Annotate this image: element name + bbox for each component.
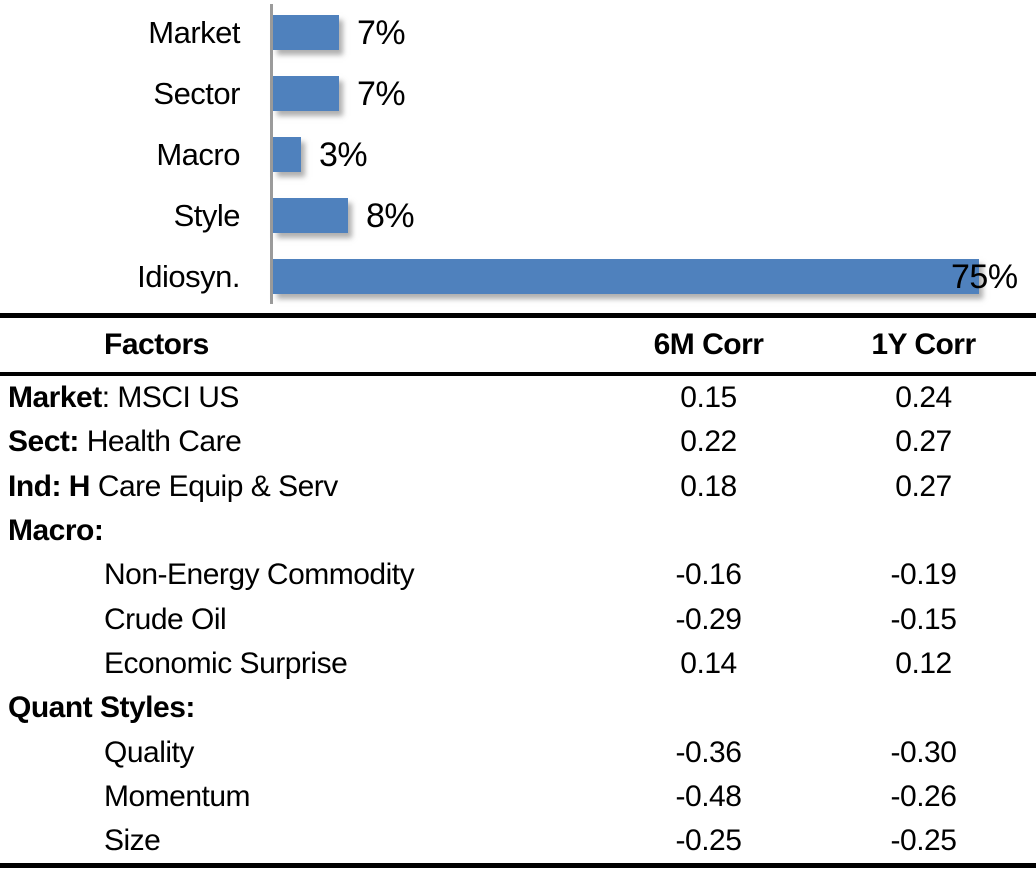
factor-correlation-table: Factors 6M Corr 1Y Corr Market: MSCI US …: [0, 313, 1036, 869]
col-header-factors: Factors: [104, 328, 209, 361]
factor-label-bold: Quant Styles:: [8, 691, 195, 725]
table-row: Economic Surprise 0.14 0.12: [0, 642, 1036, 686]
corr-1y-value: -0.30: [890, 735, 957, 769]
chart-bar: [273, 137, 301, 172]
corr-1y-value: -0.19: [890, 558, 957, 592]
table-row: Sect: Health Care 0.22 0.27: [0, 420, 1036, 464]
chart-bar-area: 7%: [273, 76, 1036, 111]
chart-bar-area: 3%: [273, 137, 1036, 172]
table-row: Quality -0.36 -0.30: [0, 730, 1036, 774]
table-row: Ind: H Care Equip & Serv 0.18 0.27: [0, 465, 1036, 509]
col-header-6m-corr: 6M Corr: [653, 328, 764, 361]
factor-name-cell: Size: [0, 824, 606, 858]
table-row: Macro:: [0, 509, 1036, 553]
table-row: Non-Energy Commodity -0.16 -0.19: [0, 553, 1036, 597]
corr-6m-value: -0.16: [675, 558, 742, 592]
factor-label: Economic Surprise: [104, 646, 348, 680]
factor-label: : MSCI US: [101, 381, 240, 415]
chart-rows: Market 7% Sector 7% Macro 3% Style 8% Id…: [0, 2, 1036, 307]
chart-bar-area: 7%: [273, 15, 1036, 50]
chart-y-axis: [270, 4, 273, 304]
table-row: Crude Oil -0.29 -0.15: [0, 597, 1036, 641]
factor-label: Size: [104, 824, 161, 858]
corr-1y-value: 0.27: [895, 425, 952, 459]
chart-row: Macro 3%: [0, 124, 1036, 185]
factor-name-cell: Momentum: [0, 780, 606, 814]
risk-contribution-bar-chart: Market 7% Sector 7% Macro 3% Style 8% Id…: [0, 0, 1036, 313]
chart-bar: [273, 198, 348, 233]
factor-name-cell: Market: MSCI US: [0, 381, 606, 415]
chart-bar-area: 8%: [273, 198, 1036, 233]
chart-category-label: Style: [173, 198, 241, 233]
chart-row: Idiosyn. 75%: [0, 246, 1036, 307]
corr-6m-value: 0.14: [680, 646, 737, 680]
corr-6m-value: -0.36: [675, 735, 742, 769]
table-header-row: Factors 6M Corr 1Y Corr: [0, 318, 1036, 376]
chart-row: Market 7%: [0, 2, 1036, 63]
corr-6m-value: -0.25: [675, 824, 742, 858]
corr-6m-value: -0.48: [675, 779, 742, 813]
corr-1y-value: 0.24: [895, 381, 952, 415]
factor-name-cell: Economic Surprise: [0, 647, 606, 681]
chart-row: Style 8%: [0, 185, 1036, 246]
factor-label: Non-Energy Commodity: [104, 558, 415, 592]
factor-label: Momentum: [104, 779, 251, 813]
factor-label: Quality: [104, 735, 194, 769]
chart-bar: [273, 76, 339, 111]
corr-6m-value: 0.18: [680, 469, 737, 503]
chart-value-label: 3%: [319, 135, 368, 174]
factor-label-bold: Macro:: [8, 514, 104, 548]
factor-name-cell: Quality: [0, 736, 606, 770]
factor-name-cell: Crude Oil: [0, 603, 606, 637]
chart-row: Sector 7%: [0, 63, 1036, 124]
factor-name-cell: Sect: Health Care: [0, 425, 606, 459]
chart-category-label: Sector: [153, 76, 240, 111]
chart-value-label: 7%: [357, 74, 406, 113]
chart-bar: [273, 15, 339, 50]
chart-category-label: Idiosyn.: [137, 259, 240, 294]
col-header-1y-corr: 1Y Corr: [871, 328, 976, 361]
factor-label: Care Equip & Serv: [89, 469, 338, 503]
table-body: Market: MSCI US 0.15 0.24 Sect: Health C…: [0, 376, 1036, 863]
chart-bar: [273, 259, 979, 294]
factor-label-bold: Sect:: [8, 425, 79, 459]
factor-label: Crude Oil: [104, 602, 227, 636]
chart-value-label: 8%: [366, 196, 415, 235]
corr-6m-value: 0.15: [680, 381, 737, 415]
chart-category-label: Macro: [156, 137, 240, 172]
factor-name-cell: Quant Styles:: [0, 691, 606, 725]
table-row: Quant Styles:: [0, 686, 1036, 730]
factor-name-cell: Macro:: [0, 514, 606, 548]
factor-label-bold: Market: [8, 381, 102, 415]
corr-1y-value: -0.25: [890, 824, 957, 858]
table-row: Size -0.25 -0.25: [0, 819, 1036, 863]
table-row: Momentum -0.48 -0.26: [0, 775, 1036, 819]
corr-1y-value: -0.26: [890, 779, 957, 813]
table-row: Market: MSCI US 0.15 0.24: [0, 376, 1036, 420]
chart-value-label: 7%: [357, 13, 406, 52]
corr-1y-value: 0.27: [895, 469, 952, 503]
factor-label-bold: Ind: H: [8, 469, 90, 503]
chart-category-label: Market: [148, 15, 240, 50]
chart-value-label: 75%: [951, 257, 1018, 296]
corr-1y-value: -0.15: [890, 602, 957, 636]
corr-1y-value: 0.12: [895, 646, 952, 680]
factor-label: Health Care: [78, 425, 242, 459]
corr-6m-value: -0.29: [675, 602, 742, 636]
factor-name-cell: Non-Energy Commodity: [0, 558, 606, 592]
corr-6m-value: 0.22: [680, 425, 737, 459]
chart-bar-area: 75%: [273, 259, 1036, 294]
factor-name-cell: Ind: H Care Equip & Serv: [0, 470, 606, 504]
